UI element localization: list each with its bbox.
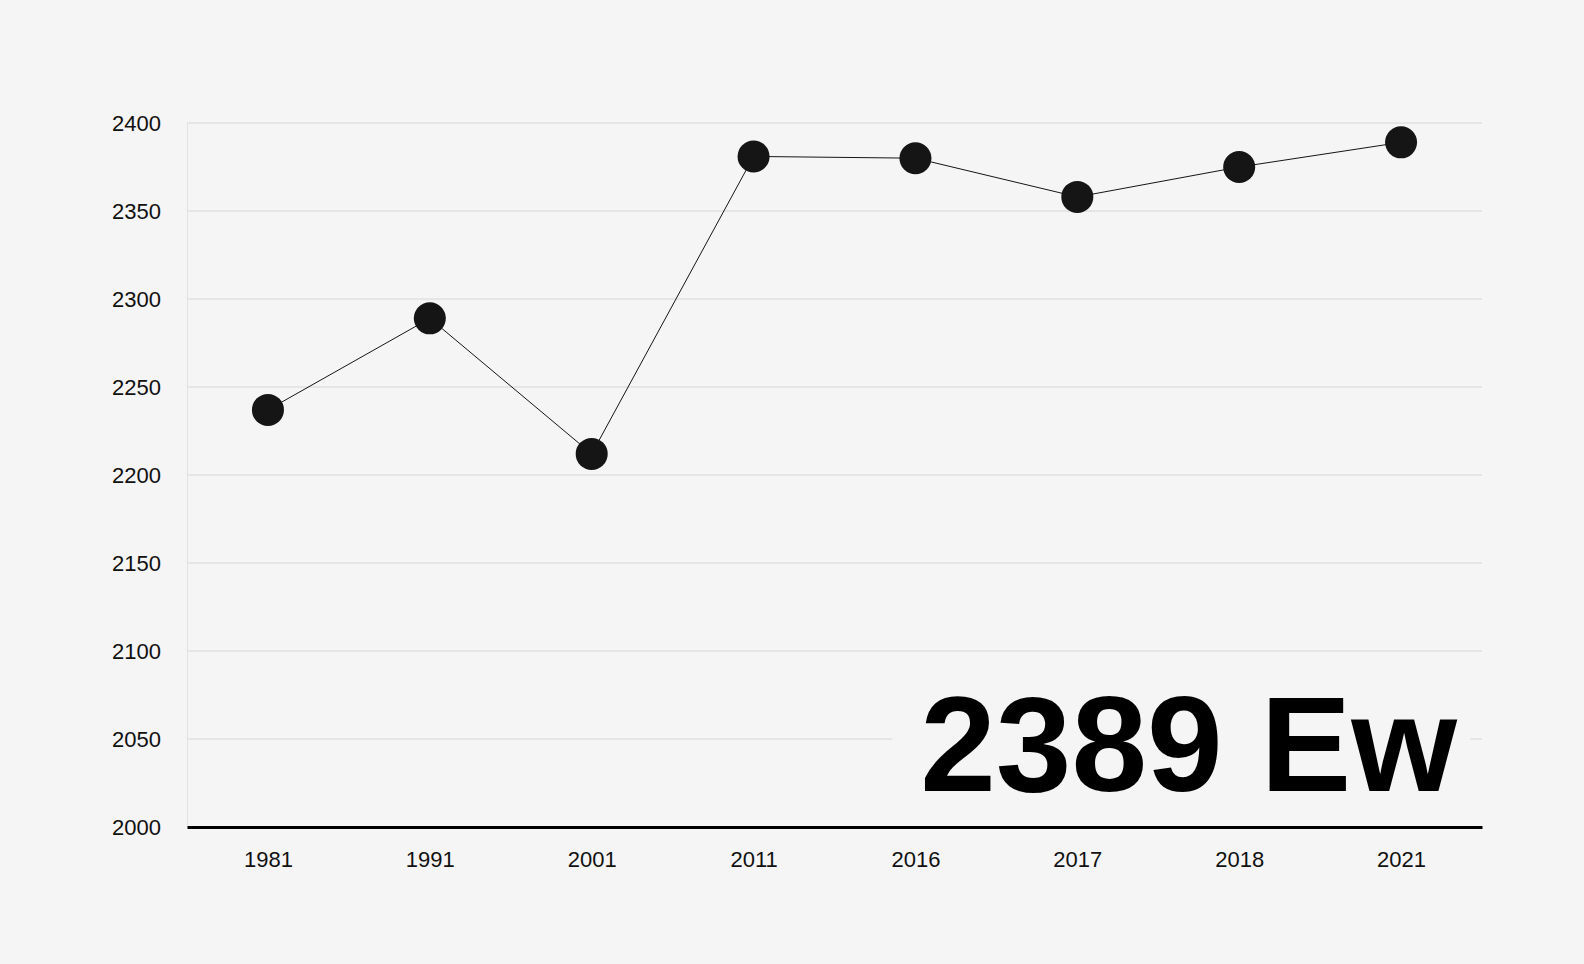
x-tick-label: 2018	[1215, 847, 1264, 872]
marker	[414, 302, 446, 334]
x-tick: 2021	[1377, 827, 1426, 872]
y-tick: 2300	[112, 287, 187, 312]
x-tick: 1991	[406, 827, 455, 872]
y-tick: 2000	[112, 815, 187, 840]
x-tick: 2011	[730, 827, 777, 872]
x-tick: 2017	[1053, 827, 1102, 872]
annotation-group: 2389 Ew	[892, 668, 1470, 820]
y-tick: 2100	[112, 639, 187, 664]
marker	[899, 142, 931, 174]
y-tick-label: 2200	[112, 463, 161, 488]
grid-line	[187, 563, 1482, 564]
annotation-background	[892, 668, 1470, 820]
x-tick-label: 2011	[730, 847, 777, 872]
x-tick-label: 1991	[406, 847, 455, 872]
y-tick-label: 2150	[112, 551, 161, 576]
grid-line	[187, 827, 1482, 828]
marker	[576, 438, 608, 470]
x-tick: 2016	[891, 827, 940, 872]
grid-line	[187, 299, 1482, 300]
x-axis-line	[188, 826, 1483, 829]
grid-line	[187, 123, 1482, 124]
marker	[1223, 151, 1255, 183]
y-tick-label: 2050	[112, 727, 161, 752]
y-tick-label: 2100	[112, 639, 161, 664]
y-tick: 2250	[112, 375, 187, 400]
y-tick-label: 2250	[112, 375, 161, 400]
grid	[187, 123, 1482, 827]
marker	[252, 394, 284, 426]
x-tick-label: 2016	[891, 847, 940, 872]
plot-area	[252, 126, 1417, 470]
x-tick: 1981	[244, 827, 293, 872]
y-tick-label: 2300	[112, 287, 161, 312]
x-tick-label: 2021	[1377, 847, 1426, 872]
x-tick-label: 2001	[568, 847, 617, 872]
y-tick-label: 2400	[112, 111, 161, 136]
line	[268, 142, 1401, 454]
y-axis-line	[187, 124, 188, 828]
marker	[738, 140, 770, 172]
y-tick-label: 2350	[112, 199, 161, 224]
marker	[1385, 126, 1417, 158]
y-tick-label: 2000	[112, 815, 161, 840]
grid-line	[187, 387, 1482, 388]
marker	[1061, 181, 1093, 213]
grid-line	[187, 211, 1482, 212]
grid-line	[187, 475, 1482, 476]
y-axis: 2000 2050 2100 2150 2200 2250 2300 2350 2400	[112, 111, 187, 840]
y-tick: 2350	[112, 199, 187, 224]
x-tick-label: 2017	[1053, 847, 1102, 872]
x-tick-label: 1981	[244, 847, 293, 872]
annotation: 2389 Ew	[920, 668, 1458, 820]
x-tick: 2018	[1215, 827, 1264, 872]
background	[0, 0, 1584, 964]
chart: 2389 Ew200020502100215022002250230023502…	[0, 0, 1584, 964]
y-tick: 2200	[112, 463, 187, 488]
y-tick: 2400	[112, 111, 187, 136]
grid-line	[187, 651, 1482, 652]
x-axis: 1981 1991 2001 2011 2016 2017 2018 2021	[188, 827, 1483, 872]
y-tick: 2050	[112, 727, 187, 752]
y-tick: 2150	[112, 551, 187, 576]
x-tick: 2001	[568, 827, 617, 872]
